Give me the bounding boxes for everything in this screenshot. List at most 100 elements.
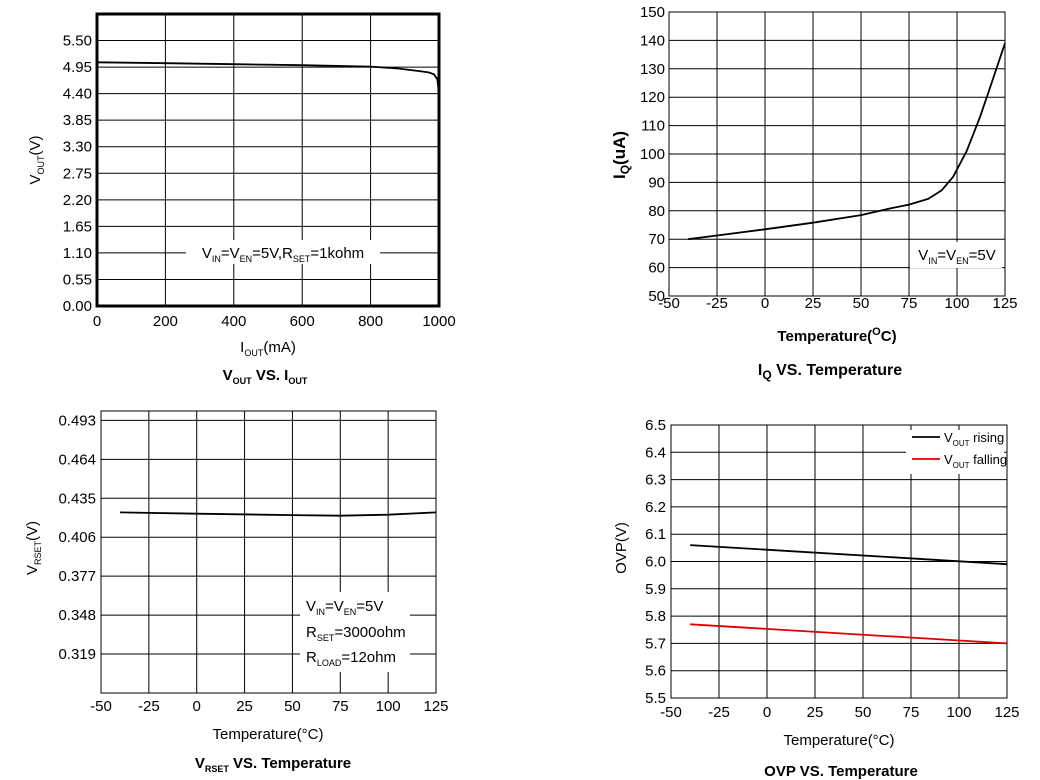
y-tick-label: 0.406 bbox=[58, 529, 96, 546]
y-axis-label: IQ(uA) bbox=[610, 131, 632, 179]
annotation-text: VIN=VEN=5V bbox=[918, 247, 995, 266]
x-tick-label: -50 bbox=[90, 698, 112, 715]
y-tick-label: 120 bbox=[640, 89, 665, 106]
annotation-box bbox=[186, 240, 380, 264]
y-tick-label: 2.20 bbox=[63, 192, 92, 209]
y-tick-label: 130 bbox=[640, 61, 665, 78]
x-tick-label: 75 bbox=[332, 698, 349, 715]
annotation-box bbox=[910, 242, 1002, 268]
y-tick-label: 6.1 bbox=[645, 526, 666, 543]
x-tick-label: 0 bbox=[761, 295, 769, 312]
x-tick-label: 0 bbox=[93, 313, 101, 330]
x-tick-label: 75 bbox=[901, 295, 918, 312]
y-tick-label: 0.319 bbox=[58, 646, 96, 663]
plot-frame bbox=[100, 410, 437, 694]
y-tick-label: 0.348 bbox=[58, 607, 96, 624]
y-tick-label: 5.6 bbox=[645, 663, 666, 680]
y-tick-label: 6.5 bbox=[645, 417, 666, 434]
x-tick-label: 100 bbox=[376, 698, 401, 715]
x-tick-label: -25 bbox=[706, 295, 728, 312]
chart-title: OVP VS. Temperature bbox=[764, 763, 918, 780]
y-tick-label: 5.5 bbox=[645, 690, 666, 707]
series-line bbox=[688, 42, 1006, 241]
y-tick-label: 60 bbox=[648, 260, 665, 277]
y-tick-label: 0.00 bbox=[63, 298, 92, 315]
y-tick-label: 0.55 bbox=[63, 271, 92, 288]
plot-frame bbox=[670, 424, 1008, 699]
x-tick-label: 200 bbox=[153, 313, 178, 330]
x-tick-label: 125 bbox=[992, 295, 1017, 312]
chart-title: VOUT VS. IOUT bbox=[223, 367, 308, 386]
y-tick-label: 150 bbox=[640, 4, 665, 21]
y-tick-label: 0.493 bbox=[58, 412, 96, 429]
series-line bbox=[120, 511, 437, 517]
x-tick-label: 75 bbox=[903, 704, 920, 721]
y-tick-label: 2.75 bbox=[63, 165, 92, 182]
y-tick-label: 3.30 bbox=[63, 139, 92, 156]
y-tick-label: 6.2 bbox=[645, 499, 666, 516]
x-tick-label: 25 bbox=[805, 295, 822, 312]
x-tick-label: 100 bbox=[944, 295, 969, 312]
chart-1: 0 200 400 600 800 1000 0.00 0.55 1.10 1.65 2.20 2.7… bbox=[27, 12, 456, 386]
y-tick-label: 80 bbox=[648, 203, 665, 220]
x-tick-label: -25 bbox=[708, 704, 730, 721]
y-tick-label: 1.65 bbox=[63, 218, 92, 235]
y-tick-label: 50 bbox=[648, 288, 665, 305]
x-tick-label: 1000 bbox=[422, 313, 455, 330]
y-tick-label: 0.377 bbox=[58, 568, 96, 585]
y-tick-label: 6.3 bbox=[645, 472, 666, 489]
annotation-text: VIN=VEN=5V bbox=[306, 598, 383, 617]
x-tick-label: -25 bbox=[138, 698, 160, 715]
y-tick-label: 6.0 bbox=[645, 554, 666, 571]
x-tick-label: 125 bbox=[423, 698, 448, 715]
annotation-text: RSET=3000ohm bbox=[306, 624, 406, 643]
x-tick-label: 25 bbox=[807, 704, 824, 721]
annotation-box bbox=[300, 592, 410, 672]
y-tick-label: 100 bbox=[640, 146, 665, 163]
y-tick-label: 110 bbox=[641, 118, 665, 135]
x-tick-label: 100 bbox=[946, 704, 971, 721]
y-tick-label: 4.95 bbox=[63, 59, 92, 76]
y-tick-label: 0.464 bbox=[58, 451, 96, 468]
y-tick-label: 0.435 bbox=[58, 490, 96, 507]
y-tick-label: 5.8 bbox=[645, 608, 666, 625]
plot-frame bbox=[95, 12, 441, 308]
y-tick-label: 5.7 bbox=[645, 635, 666, 652]
x-tick-label: 125 bbox=[994, 704, 1019, 721]
chart-4: -50 -25 0 25 50 75 100 125 5.5 5.6 5.7 5.8 5.9 6.0 6.1… bbox=[613, 417, 1020, 780]
chart-2: -50 -25 0 25 50 75 100 125 50 60 70 80 90 100 110 120 13… bbox=[610, 4, 1018, 382]
y-tick-label: 3.85 bbox=[63, 112, 92, 129]
chart-title: VRSET VS. Temperature bbox=[195, 755, 351, 774]
y-tick-label: 5.50 bbox=[63, 33, 92, 50]
x-tick-label: 400 bbox=[221, 313, 246, 330]
y-axis-label: OVP(V) bbox=[613, 522, 630, 574]
annotation-text: RLOAD=12ohm bbox=[306, 649, 396, 668]
x-axis-label: Temperature(OC) bbox=[777, 326, 896, 345]
annotation-text: VIN=VEN=5V,RSET=1kohm bbox=[202, 245, 364, 264]
x-axis-label: IOUT(mA) bbox=[240, 339, 296, 358]
x-axis-label: Temperature(°C) bbox=[783, 732, 894, 749]
plot-frame bbox=[668, 11, 1006, 297]
series-line bbox=[96, 61, 440, 94]
x-tick-label: 50 bbox=[853, 295, 870, 312]
series-line bbox=[690, 623, 1008, 645]
y-tick-label: 90 bbox=[648, 174, 665, 191]
x-tick-label: 0 bbox=[763, 704, 771, 721]
x-tick-label: 50 bbox=[855, 704, 872, 721]
chart-3: -50 -25 0 25 50 75 100 125 0.319 0.348 0.377 0.406 0… bbox=[24, 410, 449, 774]
legend-label: VOUT rising bbox=[944, 430, 1004, 448]
x-tick-label: -50 bbox=[660, 704, 682, 721]
y-axis-label: VRSET(V) bbox=[24, 521, 43, 575]
y-tick-label: 1.10 bbox=[63, 245, 92, 262]
legend-label: VOUT falling bbox=[944, 452, 1007, 470]
x-tick-label: 800 bbox=[358, 313, 383, 330]
y-tick-label: 140 bbox=[640, 32, 665, 49]
y-axis-label: VOUT(V) bbox=[27, 135, 46, 184]
x-tick-label: 0 bbox=[193, 698, 201, 715]
x-tick-label: -50 bbox=[658, 295, 680, 312]
x-tick-label: 50 bbox=[284, 698, 301, 715]
y-tick-label: 70 bbox=[648, 231, 665, 248]
chart-title: IQ VS. Temperature bbox=[758, 362, 902, 382]
y-tick-label: 6.4 bbox=[645, 444, 666, 461]
